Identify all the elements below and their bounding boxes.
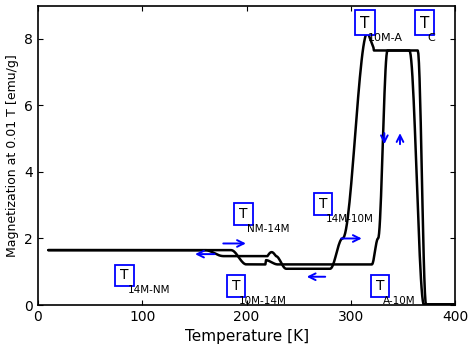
Text: A-10M: A-10M	[383, 296, 416, 306]
Text: $\mathregular{T}$: $\mathregular{T}$	[375, 279, 385, 293]
Text: 14M-10M: 14M-10M	[326, 214, 374, 224]
Text: 10M-14M: 10M-14M	[239, 296, 287, 306]
Text: $\mathregular{T}$: $\mathregular{T}$	[238, 207, 249, 221]
Text: C: C	[427, 33, 435, 43]
Y-axis label: Magnetization at 0.01 T [emu/g]: Magnetization at 0.01 T [emu/g]	[6, 54, 18, 257]
Text: 14M-NM: 14M-NM	[128, 285, 170, 295]
Text: $\mathregular{T}$: $\mathregular{T}$	[419, 14, 430, 30]
X-axis label: Temperature [K]: Temperature [K]	[184, 329, 309, 344]
Text: $\mathregular{T}$: $\mathregular{T}$	[359, 14, 371, 30]
Text: 10M-A: 10M-A	[368, 33, 402, 43]
Text: NM-14M: NM-14M	[246, 224, 289, 234]
Text: $\mathregular{T}$: $\mathregular{T}$	[231, 279, 241, 293]
Text: $\mathregular{T}$: $\mathregular{T}$	[318, 197, 328, 211]
Text: $\mathregular{T}$: $\mathregular{T}$	[119, 268, 130, 282]
